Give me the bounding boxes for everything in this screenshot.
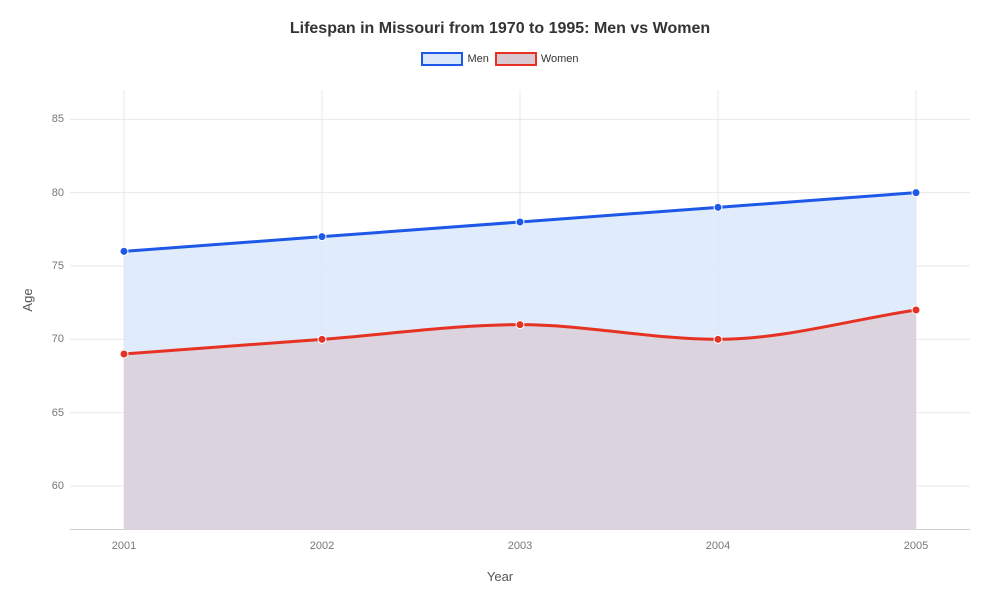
legend-label-women: Women — [541, 53, 579, 65]
legend-item-women[interactable]: Women — [495, 52, 579, 66]
chart-container: Lifespan in Missouri from 1970 to 1995: … — [0, 0, 1000, 600]
legend-swatch-women — [495, 52, 537, 66]
y-axis-label: Age — [20, 288, 35, 311]
x-tick-label: 2002 — [310, 540, 334, 552]
plot-svg — [70, 90, 970, 530]
y-tick-label: 80 — [42, 187, 64, 199]
legend: Men Women — [0, 52, 1000, 66]
x-tick-label: 2004 — [706, 540, 730, 552]
y-tick-label: 65 — [42, 407, 64, 419]
x-tick-label: 2005 — [904, 540, 928, 552]
x-tick-label: 2003 — [508, 540, 532, 552]
legend-item-men[interactable]: Men — [421, 52, 488, 66]
chart-title: Lifespan in Missouri from 1970 to 1995: … — [0, 0, 1000, 38]
plot-area — [70, 90, 970, 530]
x-axis-label: Year — [487, 569, 513, 584]
y-tick-label: 70 — [42, 333, 64, 345]
y-tick-label: 60 — [42, 480, 64, 492]
x-tick-label: 2001 — [112, 540, 136, 552]
y-tick-label: 75 — [42, 260, 64, 272]
legend-swatch-men — [421, 52, 463, 66]
legend-label-men: Men — [467, 53, 488, 65]
y-tick-label: 85 — [42, 113, 64, 125]
